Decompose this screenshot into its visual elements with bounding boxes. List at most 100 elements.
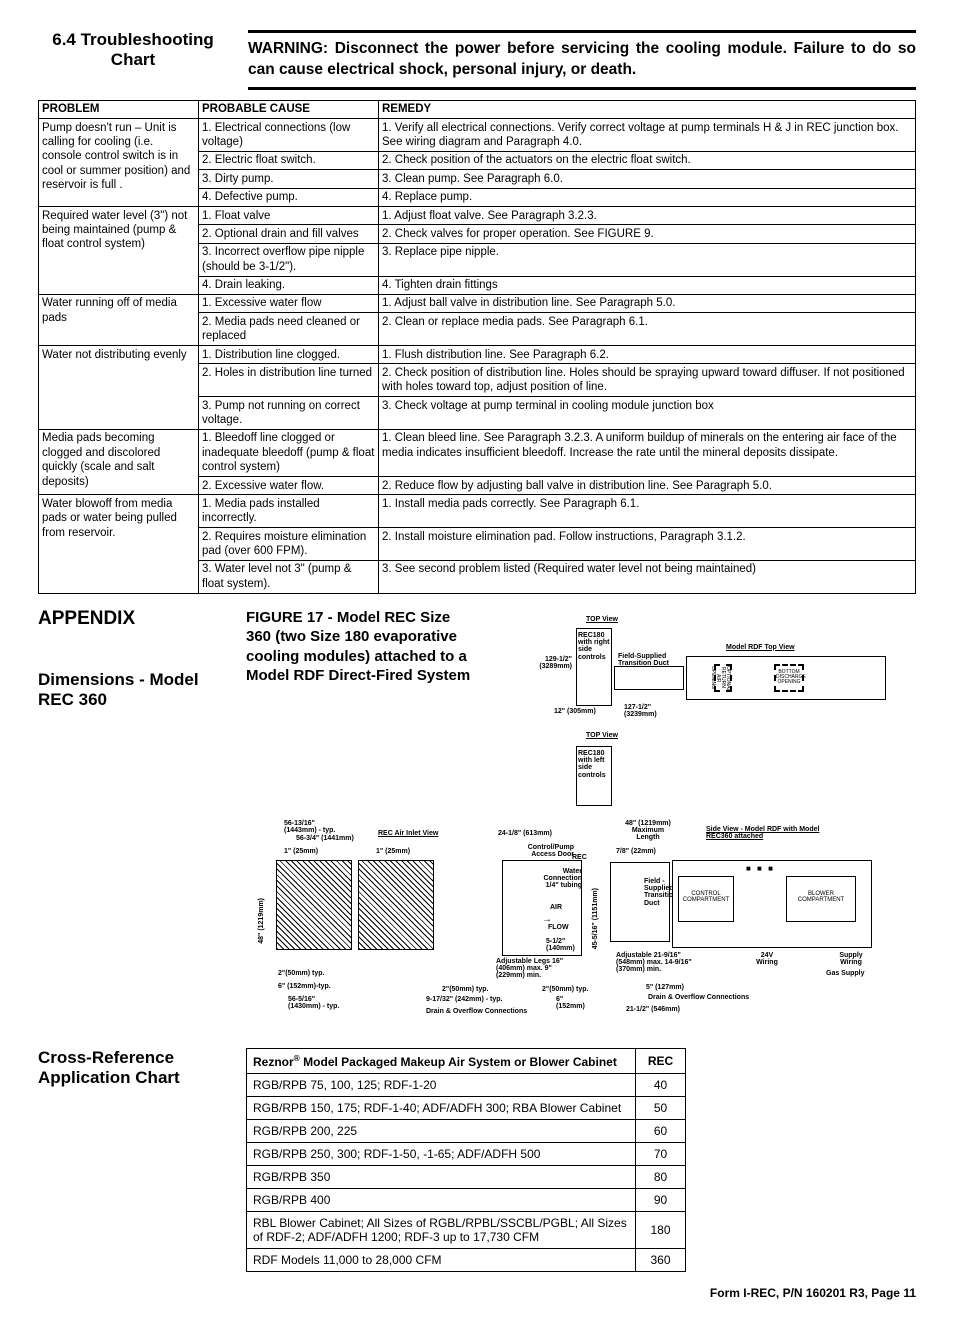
box-blower-comp: BLOWER COMPARTMENT [786, 876, 856, 922]
dimensions-title: Dimensions - Model REC 360 [38, 670, 228, 710]
rec-cell: 50 [636, 1096, 686, 1119]
table-row: RGB/RPB 40090 [247, 1188, 686, 1211]
figure-wrap: FIGURE 17 - Model REC Size 360 (two Size… [246, 608, 916, 1038]
box-pad-1 [276, 860, 352, 950]
cause-cell: 2. Excessive water flow. [199, 477, 379, 495]
cause-cell: 1. Float valve [199, 207, 379, 225]
label-supply-w: Supply Wiring [836, 952, 866, 967]
remedy-cell: 1. Adjust float valve. See Paragraph 3.2… [379, 207, 916, 225]
model-cell: RGB/RPB 250, 300; RDF-1-50, -1-65; ADF/A… [247, 1142, 636, 1165]
problem-cell: Water not distributing evenly [39, 346, 199, 430]
box-trans-1 [614, 666, 684, 690]
table-row: RGB/RPB 200, 22560 [247, 1119, 686, 1142]
header-row: 6.4 Troubleshooting Chart WARNING: Disco… [38, 30, 916, 94]
table-row: RGB/RPB 35080 [247, 1165, 686, 1188]
box-opt-return: OPTIONAL RETURN AIR OPENING [714, 664, 732, 692]
rule-bottom [248, 87, 916, 90]
xref-col1: Reznor® Model Packaged Makeup Air System… [247, 1048, 636, 1073]
page-footer: Form I-REC, P/N 160201 R3, Page 11 [38, 1286, 916, 1300]
rule-top [248, 30, 916, 33]
model-cell: RGB/RPB 150, 175; RDF-1-40; ADF/ADFH 300… [247, 1096, 636, 1119]
cause-cell: 1. Excessive water flow [199, 294, 379, 312]
label-48max: 48" (1219mm) Maximum Length [620, 820, 676, 842]
cause-cell: 2. Optional drain and fill valves [199, 225, 379, 243]
rec-cell: 70 [636, 1142, 686, 1165]
label-6a: 6" (152mm)-typ. [278, 983, 331, 990]
label-5634: 56-3/4" (1441mm) [296, 835, 366, 842]
rec-cell: 80 [636, 1165, 686, 1188]
label-top-view-2: TOP View [586, 732, 618, 739]
label-5c: 5" (127mm) [646, 984, 684, 991]
rec-cell: 180 [636, 1211, 686, 1248]
table-row: Media pads becoming clogged and discolor… [39, 429, 916, 476]
box-control-comp: CONTROL COMPARTMENT [678, 876, 734, 922]
remedy-cell: 2. Reduce flow by adjusting ball valve i… [379, 477, 916, 495]
cross-ref-table: Reznor® Model Packaged Makeup Air System… [246, 1048, 686, 1272]
label-air: AIR [550, 904, 562, 911]
label-917: 9-17/32" (242mm) - typ. [426, 996, 516, 1003]
problem-cell: Media pads becoming clogged and discolor… [39, 429, 199, 495]
label-adj-legs: Adjustable Legs 16" (406mm) max. 9" (229… [496, 958, 566, 980]
label-field-trans: Field-Supplied Transition Duct [618, 653, 678, 668]
cause-cell: 4. Drain leaking. [199, 276, 379, 294]
rec-cell: 60 [636, 1119, 686, 1142]
remedy-cell: 2. Check position of distribution line. … [379, 364, 916, 397]
label-flow: FLOW [548, 924, 569, 931]
problem-cell: Water blowoff from media pads or water b… [39, 495, 199, 593]
table-row: Water not distributing evenly1. Distribu… [39, 346, 916, 364]
cause-cell: 3. Dirty pump. [199, 170, 379, 188]
appendix-row: APPENDIX Dimensions - Model REC 360 FIGU… [38, 608, 916, 1038]
remedy-cell: 3. See second problem listed (Required w… [379, 560, 916, 593]
cause-cell: 1. Electrical connections (low voltage) [199, 119, 379, 152]
appendix-title: APPENDIX [38, 608, 228, 630]
label-24v: 24V Wiring [754, 952, 780, 967]
remedy-cell: 1. Verify all electrical connections. Ve… [379, 119, 916, 152]
cause-cell: 3. Incorrect overflow pipe nipple (shoul… [199, 243, 379, 276]
label-cp-door: Control/Pump Access Door [524, 844, 574, 859]
remedy-cell: 3. Check voltage at pump terminal in coo… [379, 397, 916, 430]
label-rdf-top: Model RDF Top View [726, 644, 795, 651]
label-adj-219: Adjustable 21-9/16" (548mm) max. 14-9/16… [616, 952, 706, 974]
remedy-cell: 1. Adjust ball valve in distribution lin… [379, 294, 916, 312]
label-6b: 6" (152mm) [556, 996, 586, 1011]
problem-cell: Required water level (3") not being main… [39, 207, 199, 295]
figure-caption: FIGURE 17 - Model REC Size 360 (two Size… [246, 608, 476, 686]
remedy-cell: 4. Replace pump. [379, 188, 916, 206]
label-78: 7/8" (22mm) [616, 848, 656, 855]
label-1a: 1" (25mm) [284, 848, 318, 855]
warning-block: WARNING: Disconnect the power before ser… [248, 30, 916, 94]
dots-top: ■ ■ ■ [746, 864, 775, 873]
cause-cell: 3. Water level not 3" (pump & float syst… [199, 560, 379, 593]
label-129: 129-1/2" (3289mm) [528, 656, 572, 671]
cause-cell: 2. Holes in distribution line turned [199, 364, 379, 397]
label-4551: 45-5/16" (1151mm) [592, 888, 599, 949]
cause-cell: 3. Pump not running on correct voltage. [199, 397, 379, 430]
label-rec-inlet: REC Air Inlet View [378, 830, 438, 837]
label-gas: Gas Supply [826, 970, 865, 977]
rec-cell: 360 [636, 1248, 686, 1271]
section-title: 6.4 Troubleshooting Chart [38, 30, 228, 94]
label-5616: 56-5/16" (1430mm) - typ. [288, 996, 348, 1011]
cause-cell: 1. Media pads installed incorrectly. [199, 495, 379, 528]
remedy-cell: 2. Check position of the actuators on th… [379, 151, 916, 169]
table-row: RGB/RPB 75, 100, 125; RDF-1-2040 [247, 1073, 686, 1096]
table-row: RGB/RPB 150, 175; RDF-1-40; ADF/ADFH 300… [247, 1096, 686, 1119]
label-1b: 1" (25mm) [376, 848, 410, 855]
problem-cell: Water running off of media pads [39, 294, 199, 345]
label-5613: 56-13/16" (1443mm) - typ. [284, 820, 344, 835]
label-rec180-left: REC180 with left side controls [578, 750, 612, 779]
label-side-view: Side View - Model RDF with Model REC360 … [706, 826, 826, 841]
rec-cell: 90 [636, 1188, 686, 1211]
label-2112: 21-1/2" (546mm) [626, 1006, 680, 1013]
label-drain-over2: Drain & Overflow Connections [648, 994, 749, 1001]
table-row: RDF Models 11,000 to 28,000 CFM360 [247, 1248, 686, 1271]
remedy-cell: 4. Tighten drain fittings [379, 276, 916, 294]
model-cell: RBL Blower Cabinet; All Sizes of RGBL/RP… [247, 1211, 636, 1248]
table-row: Pump doesn't run – Unit is calling for c… [39, 119, 916, 152]
cause-cell: 2. Requires moisture elimination pad (ov… [199, 528, 379, 561]
remedy-cell: 1. Clean bleed line. See Paragraph 3.2.3… [379, 429, 916, 476]
model-cell: RGB/RPB 400 [247, 1188, 636, 1211]
table-row: Water blowoff from media pads or water b… [39, 495, 916, 528]
label-2a: 2"(50mm) typ. [278, 970, 325, 977]
problem-cell: Pump doesn't run – Unit is calling for c… [39, 119, 199, 207]
